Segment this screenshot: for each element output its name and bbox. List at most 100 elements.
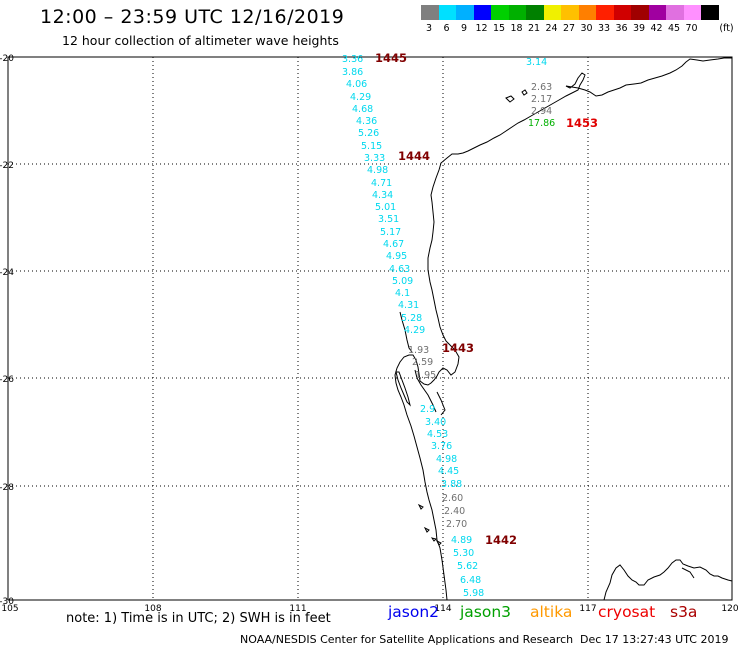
scale-label: 36 xyxy=(615,23,628,34)
scale-swatch xyxy=(683,5,701,20)
wave-height-label: 2.40 xyxy=(444,506,465,517)
footer-timestamp: Dec 17 13:27:43 UTC 2019 xyxy=(580,633,729,646)
longitude-label: 105 xyxy=(1,604,18,614)
satellite-legend-item: s3a xyxy=(670,603,698,621)
scale-label: 21 xyxy=(527,23,541,34)
island-barrow xyxy=(505,89,528,103)
wave-height-label: 4.06 xyxy=(346,79,367,90)
map-title: 12:00 – 23:59 UTC 12/16/2019 xyxy=(40,6,345,28)
wave-height-label: 4.34 xyxy=(372,190,393,201)
scale-label: 6 xyxy=(443,23,450,34)
scale-swatch xyxy=(631,5,649,20)
wave-height-label: 4.1 xyxy=(395,288,410,299)
island-dirk-hartog xyxy=(395,371,411,407)
latitude-label: -20 xyxy=(0,54,14,64)
longitude-label: 108 xyxy=(144,604,161,614)
scale-swatch xyxy=(526,5,544,20)
coastline-shark-bay xyxy=(399,311,446,416)
scale-swatch xyxy=(491,5,509,20)
wave-height-label: 4.98 xyxy=(436,454,457,465)
wave-height-label: 4.31 xyxy=(398,300,419,311)
scale-label: 3 xyxy=(425,23,433,34)
wave-height-label: 3.76 xyxy=(431,441,452,452)
map-subtitle: 12 hour collection of altimeter wave hei… xyxy=(62,33,339,48)
scale-swatch xyxy=(701,5,719,20)
latitude-label: -30 xyxy=(0,597,14,607)
scale-swatch xyxy=(438,5,456,20)
coastline-north xyxy=(565,57,732,97)
track-labels: 3.363.864.064.294.684.365.265.153.334.98… xyxy=(342,51,598,599)
wave-height-label: 5.28 xyxy=(401,313,422,324)
scale-label: 15 xyxy=(492,23,506,34)
scale-label: 45 xyxy=(667,23,681,34)
wave-height-label: 4.89 xyxy=(451,535,472,546)
latitude-label: -22 xyxy=(0,161,14,171)
scale-swatch xyxy=(508,5,526,20)
wave-height-label: 3.51 xyxy=(378,214,399,225)
satellite-legend-item: jason3 xyxy=(460,603,512,621)
wave-height-label: 17.86 xyxy=(528,118,555,129)
wave-height-label: 4.29 xyxy=(350,92,371,103)
wave-height-label: 4.63 xyxy=(389,264,410,275)
coastline-southeast xyxy=(603,559,733,601)
wave-height-label: 3.86 xyxy=(342,67,363,78)
wave-height-label: 6.48 xyxy=(460,575,481,586)
scale-swatch xyxy=(473,5,491,20)
longitude-label: 114 xyxy=(434,604,451,614)
coastline-west xyxy=(394,72,586,601)
wave-height-label: 1.95 xyxy=(415,370,436,381)
latitude-label: -28 xyxy=(0,483,14,493)
wave-height-label: 3.14 xyxy=(526,57,547,68)
scale-swatch xyxy=(561,5,579,20)
scale-swatch xyxy=(543,5,561,20)
wave-height-label: 5.01 xyxy=(375,202,396,213)
wave-height-label: 4.67 xyxy=(383,239,404,250)
wave-height-label: 5.15 xyxy=(361,141,382,152)
scale-label: 30 xyxy=(580,23,593,34)
scale-swatch xyxy=(613,5,631,20)
satellite-legend-item: jason2 xyxy=(388,603,440,621)
wave-height-label: 5.09 xyxy=(392,276,413,287)
wave-height-label: 3.36 xyxy=(342,54,363,65)
wave-height-label: 2.9 xyxy=(420,404,435,415)
wave-height-label: 2.59 xyxy=(412,357,433,368)
wave-height-label: 5.30 xyxy=(453,548,474,559)
scale-label: 24 xyxy=(545,23,558,34)
scale-label: 12 xyxy=(475,23,488,34)
wave-height-label: 5.17 xyxy=(380,227,401,238)
satellite-legend-item: cryosat xyxy=(598,603,656,621)
wave-height-label: 4.98 xyxy=(367,165,388,176)
pass-label: 1444 xyxy=(398,149,430,163)
wave-height-label: 4.45 xyxy=(438,466,459,477)
wave-height-label: 4.53 xyxy=(427,429,448,440)
pass-label: 1443 xyxy=(442,341,474,355)
wave-height-label: 3.88 xyxy=(441,479,462,490)
pass-label: 1445 xyxy=(375,51,407,65)
scale-label: 9 xyxy=(460,23,468,34)
scale-swatch xyxy=(666,5,684,20)
wave-height-label: 4.68 xyxy=(352,104,373,115)
scale-swatch xyxy=(578,5,596,20)
pass-label: 1442 xyxy=(485,533,517,547)
note-text: note: 1) Time is in UTC; 2) SWH is in fe… xyxy=(66,611,331,626)
scale-label: 42 xyxy=(650,23,663,34)
scale-label: 70 xyxy=(685,23,698,34)
wave-height-label: 2.17 xyxy=(531,94,552,105)
scale-swatch xyxy=(456,5,474,20)
longitude-label: 117 xyxy=(579,604,596,614)
longitude-label: 111 xyxy=(289,604,306,614)
wave-height-label: 5.26 xyxy=(358,128,379,139)
wave-height-label: 4.71 xyxy=(371,178,392,189)
scale-label: 18 xyxy=(510,23,523,34)
wave-height-label: 2.94 xyxy=(531,106,552,117)
wave-height-label: 3.33 xyxy=(364,153,385,164)
scale-label: 27 xyxy=(562,23,576,34)
scale-unit: (ft) xyxy=(719,23,734,34)
satellite-legend-item: altika xyxy=(530,603,573,621)
pass-label: 1453 xyxy=(566,116,598,130)
wave-height-label: 4.95 xyxy=(386,251,407,262)
wave-height-label: 1.93 xyxy=(408,345,429,356)
island-abrolhos xyxy=(417,503,442,546)
